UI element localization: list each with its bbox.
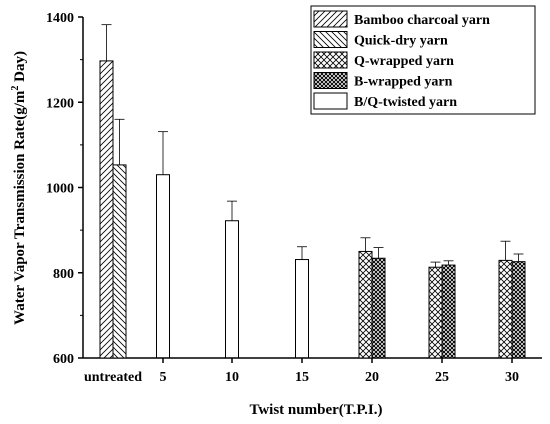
x-tick-label: 5 [160,370,167,385]
y-tick-label: 600 [53,352,74,367]
bar [156,174,170,359]
bar [99,60,114,359]
bar [498,259,513,359]
bar [511,261,526,359]
legend: Bamboo charcoal yarn Quick-dry yarn Q-wrap… [310,5,536,115]
legend-swatch [313,31,348,48]
legend-swatch [313,10,348,28]
bar [358,250,373,359]
x-tick-label: 20 [365,370,379,385]
bar [225,220,239,359]
legend-label: B-wrapped yarn [354,75,453,90]
y-tick-label: 1200 [46,96,74,111]
legend-label: B/Q-twisted yarn [354,95,457,110]
bar [112,164,127,359]
bar [295,259,309,359]
x-tick-label: 25 [435,370,449,385]
x-tick-label: 15 [295,370,309,385]
y-tick-label: 1000 [46,182,74,197]
x-axis-title: Twist number(T.P.I.) [249,402,382,418]
x-tick-label: 30 [505,370,519,385]
legend-swatch [313,92,348,110]
bar [371,257,386,359]
legend-swatch [313,72,348,89]
y-tick-label: 800 [53,267,74,282]
legend-label: Quick-dry yarn [354,34,448,49]
legend-box [310,5,536,115]
bar [428,266,443,359]
bar [441,264,456,359]
y-tick-label: 1400 [46,11,74,26]
legend-swatch [313,51,348,69]
legend-label: Q-wrapped yarn [354,54,454,69]
legend-label: Bamboo charcoal yarn [354,13,490,28]
x-tick-label: untreated [84,370,142,385]
y-axis-title: Water Vapor Transmission Rate(g/m2 Day) [10,51,28,325]
x-tick-label: 10 [225,370,239,385]
